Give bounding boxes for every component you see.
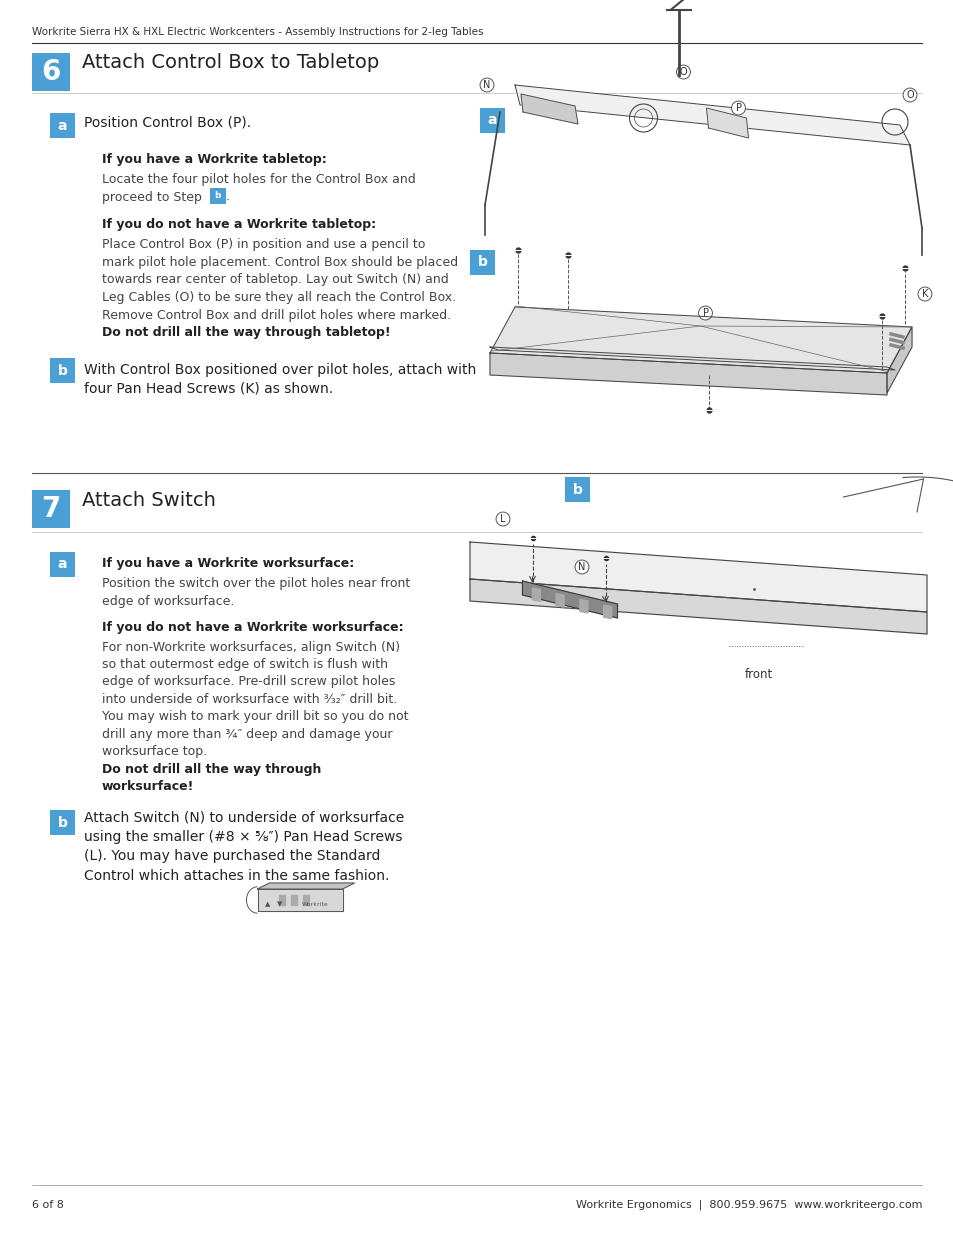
FancyBboxPatch shape [50,810,75,836]
Text: 7: 7 [41,495,61,522]
FancyBboxPatch shape [50,358,75,383]
Polygon shape [522,580,617,618]
Polygon shape [515,85,909,144]
Text: Attach Control Box to Tabletop: Attach Control Box to Tabletop [82,53,379,73]
Polygon shape [490,308,911,373]
Text: edge of worksurface.: edge of worksurface. [102,594,234,608]
Text: into underside of worksurface with ³⁄₃₂″ drill bit.: into underside of worksurface with ³⁄₃₂″… [102,693,396,706]
Text: edge of worksurface. Pre-drill screw pilot holes: edge of worksurface. Pre-drill screw pil… [102,676,395,688]
Text: Do not drill all the way through tabletop!: Do not drill all the way through tableto… [102,326,390,338]
Text: so that outermost edge of switch is flush with: so that outermost edge of switch is flus… [102,658,388,671]
Polygon shape [278,895,285,905]
Text: Workrite Sierra HX & HXL Electric Workcenters - Assembly Instructions for 2-leg : Workrite Sierra HX & HXL Electric Workce… [32,27,483,37]
Text: Workrite: Workrite [301,902,328,906]
Polygon shape [257,883,355,889]
Text: Attach Switch: Attach Switch [82,490,215,510]
Text: L: L [499,514,505,524]
Text: Leg Cables (O) to be sure they all reach the Control Box.: Leg Cables (O) to be sure they all reach… [102,291,456,304]
Text: P: P [735,103,740,112]
Text: a: a [58,557,67,572]
FancyBboxPatch shape [564,477,589,501]
Text: Place Control Box (P) in position and use a pencil to: Place Control Box (P) in position and us… [102,238,425,252]
Text: towards rear center of tabletop. Lay out Switch (N) and: towards rear center of tabletop. Lay out… [102,273,448,287]
Text: mark pilot hole placement. Control Box should be placed: mark pilot hole placement. Control Box s… [102,256,457,269]
Polygon shape [520,94,578,124]
Polygon shape [490,347,894,370]
Text: b: b [57,816,68,830]
Text: (L). You may have purchased the Standard: (L). You may have purchased the Standard [84,850,380,863]
Text: drill any more than ¾″ deep and damage your: drill any more than ¾″ deep and damage y… [102,727,392,741]
Polygon shape [579,599,587,613]
FancyBboxPatch shape [470,249,495,275]
Text: If you do not have a Workrite tabletop:: If you do not have a Workrite tabletop: [102,219,375,231]
FancyBboxPatch shape [32,490,70,529]
Text: Locate the four pilot holes for the Control Box and: Locate the four pilot holes for the Cont… [102,173,416,186]
Polygon shape [532,588,539,601]
Polygon shape [490,353,886,395]
Text: If you have a Workrite tabletop:: If you have a Workrite tabletop: [102,153,327,165]
Polygon shape [470,542,926,613]
Text: b: b [572,483,582,496]
Text: If you do not have a Workrite worksurface:: If you do not have a Workrite worksurfac… [102,620,403,634]
FancyBboxPatch shape [32,53,70,91]
Polygon shape [556,594,563,608]
FancyBboxPatch shape [50,552,75,577]
Text: b: b [214,191,221,200]
Text: worksurface!: worksurface! [102,781,194,794]
Polygon shape [706,107,748,138]
Polygon shape [303,895,309,905]
Polygon shape [886,327,911,393]
Text: P: P [701,308,708,317]
Text: front: front [743,668,772,680]
Text: Remove Control Box and drill pilot holes where marked.: Remove Control Box and drill pilot holes… [102,309,451,321]
Text: Attach Switch (N) to underside of worksurface: Attach Switch (N) to underside of worksu… [84,810,404,825]
FancyBboxPatch shape [210,188,225,204]
Text: N: N [483,80,490,90]
Text: b: b [57,363,68,378]
Text: ▼: ▼ [277,902,282,906]
Polygon shape [603,605,611,619]
Polygon shape [257,889,342,911]
Text: K: K [921,289,927,299]
FancyBboxPatch shape [50,112,75,138]
Text: proceed to Step: proceed to Step [102,190,206,204]
Text: a: a [58,119,67,132]
Text: b: b [477,256,487,269]
Text: O: O [905,90,913,100]
Text: Position the switch over the pilot holes near front: Position the switch over the pilot holes… [102,577,410,590]
Text: .: . [226,190,230,204]
Text: 6 of 8: 6 of 8 [32,1200,64,1210]
Text: worksurface top.: worksurface top. [102,746,207,758]
Text: 6: 6 [41,58,61,86]
Text: using the smaller (#8 × ⅝″) Pan Head Screws: using the smaller (#8 × ⅝″) Pan Head Scr… [84,830,402,844]
Text: With Control Box positioned over pilot holes, attach with: With Control Box positioned over pilot h… [84,363,476,377]
Text: Control which attaches in the same fashion.: Control which attaches in the same fashi… [84,869,389,883]
Text: If you have a Workrite worksurface:: If you have a Workrite worksurface: [102,557,354,571]
Text: O: O [679,67,686,77]
Text: You may wish to mark your drill bit so you do not: You may wish to mark your drill bit so y… [102,710,408,724]
Text: a: a [487,114,497,127]
Text: Workrite Ergonomics  |  800.959.9675  www.workriteergo.com: Workrite Ergonomics | 800.959.9675 www.w… [575,1200,921,1210]
Polygon shape [470,579,926,634]
Text: For non-Workrite worksurfaces, align Switch (N): For non-Workrite worksurfaces, align Swi… [102,641,399,653]
Text: Do not drill all the way through: Do not drill all the way through [102,763,321,776]
Polygon shape [291,895,296,905]
Text: four Pan Head Screws (K) as shown.: four Pan Head Screws (K) as shown. [84,382,333,395]
Text: Position Control Box (P).: Position Control Box (P). [84,116,251,130]
Text: N: N [578,562,585,572]
Text: ▲: ▲ [265,902,271,906]
FancyBboxPatch shape [479,107,504,133]
